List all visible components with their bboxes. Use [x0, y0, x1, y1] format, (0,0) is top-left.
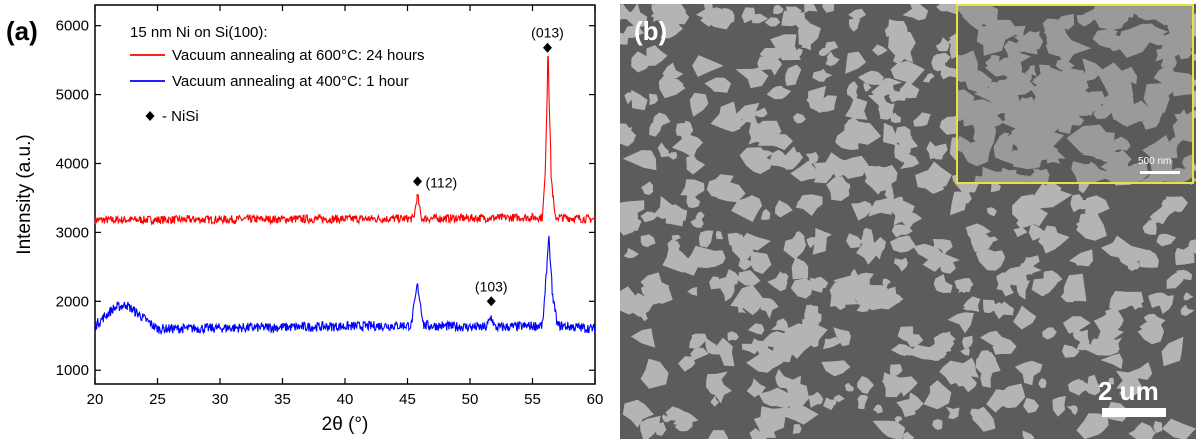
x-tick-label: 50 — [462, 391, 479, 408]
x-tick-label: 45 — [399, 391, 416, 408]
x-tick-label: 60 — [587, 391, 604, 408]
x-tick-label: 30 — [212, 391, 229, 408]
nisi-marker — [413, 176, 422, 187]
series-line-1 — [94, 235, 596, 336]
nisi-marker — [543, 42, 552, 53]
xrd-chart: 20 25 30 35 40 45 50 55 60 1000 2000 3000 4000 5000 60… — [14, 4, 604, 435]
legend-marker-label: - NiSi — [162, 108, 199, 125]
nisi-marker — [486, 296, 496, 307]
peak-label-1: (112) — [426, 174, 458, 190]
inset-micrograph — [958, 6, 1192, 182]
panel-label-b: (b) — [634, 16, 668, 46]
peak-label-0: (013) — [531, 25, 564, 41]
peak-label-2: (103) — [475, 278, 508, 294]
x-tick-label: 55 — [524, 391, 541, 408]
sem-panel: (b) 500 nm 2 um — [620, 4, 1196, 439]
xrd-panel: (a) 20 25 30 35 40 45 50 55 60 1000 2000 3000 4000 50… — [6, 4, 604, 435]
legend-entry-1: Vacuum annealing at 400°C: 1 hour — [172, 73, 409, 90]
x-tick-label: 40 — [337, 391, 354, 408]
inset-scale-bar — [1140, 171, 1180, 174]
y-axis-label: Intensity (a.u.) — [14, 134, 35, 254]
y-tick-label: 2000 — [56, 293, 89, 310]
y-tick-label: 1000 — [56, 362, 89, 379]
x-tick-label: 35 — [274, 391, 291, 408]
legend-marker — [145, 111, 155, 121]
series-line-0 — [94, 56, 596, 226]
scale-bar-label: 2 um — [1098, 376, 1159, 406]
x-tick-label: 25 — [149, 391, 166, 408]
x-tick-label: 20 — [87, 391, 104, 408]
y-tick-label: 3000 — [56, 224, 89, 241]
legend-entry-0: Vacuum annealing at 600°C: 24 hours — [172, 47, 425, 64]
panel-label-a: (a) — [6, 16, 38, 46]
legend-title: 15 nm Ni on Si(100): — [130, 24, 268, 41]
x-axis-label: 2θ (°) — [322, 414, 369, 435]
sem-inset: 500 nm — [956, 4, 1194, 184]
y-tick-label: 6000 — [56, 18, 89, 35]
scale-bar — [1102, 408, 1166, 417]
y-tick-label: 4000 — [56, 155, 89, 172]
inset-scale-label: 500 nm — [1138, 156, 1172, 167]
y-tick-label: 5000 — [56, 87, 89, 104]
